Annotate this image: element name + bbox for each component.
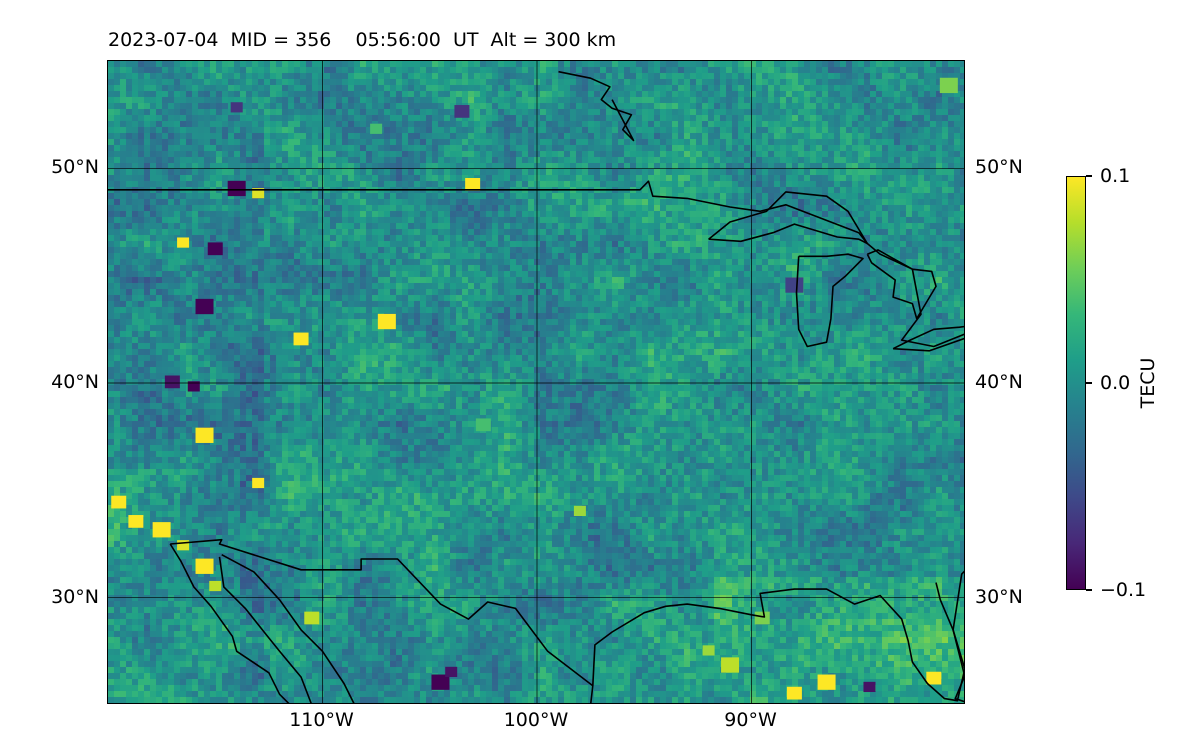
tec-anomaly-20 — [431, 674, 450, 690]
tec-anomaly-8 — [377, 313, 396, 330]
tec-anomaly-26 — [817, 674, 836, 690]
boundary-mexico-mainland — [221, 553, 355, 703]
tec-map — [108, 61, 964, 703]
tec-anomaly-25 — [786, 686, 802, 700]
tec-anomaly-23 — [939, 77, 958, 94]
tec-anomaly-27 — [863, 681, 876, 693]
gridlines — [108, 61, 964, 703]
tec-anomaly-19 — [304, 611, 320, 625]
tec-anomaly-2 — [227, 180, 246, 197]
boundary-us-mexico — [170, 538, 594, 703]
tec-anomaly-28 — [926, 671, 942, 685]
lon-label: 90°W — [724, 709, 777, 731]
boundary-lake-superior — [708, 191, 869, 245]
tec-anomaly-7 — [293, 332, 309, 346]
tec-anomaly-32 — [785, 277, 804, 293]
boundary-lake-michigan — [795, 253, 864, 348]
tec-field — [108, 61, 964, 703]
map-panel[interactable] — [107, 60, 965, 704]
lat-label-right: 30°N — [975, 585, 1023, 608]
tec-anomaly-15 — [177, 540, 190, 551]
tec-anomaly-10 — [164, 375, 180, 389]
lat-label-right: 40°N — [975, 371, 1023, 393]
colorbar-tick-mark — [1086, 589, 1092, 591]
colorbar-label: TECU — [1137, 357, 1159, 409]
colorbar-tick-mark — [1086, 175, 1092, 177]
tec-anomaly-0 — [177, 237, 190, 248]
boundary-lake-huron — [866, 249, 937, 320]
colorbar-tick-label: 0.0 — [1100, 372, 1131, 394]
tec-anomaly-14 — [152, 522, 171, 538]
boundary-lake-erie — [892, 325, 964, 352]
tec-anomaly-18 — [209, 580, 222, 592]
tec-anomaly-9 — [187, 381, 200, 392]
tec-anomaly-21 — [445, 666, 458, 677]
tec-anomaly-16 — [111, 495, 127, 509]
tec-anomaly-30 — [702, 645, 715, 656]
lat-label-left: 50°N — [51, 156, 99, 179]
lat-label-right: 50°N — [975, 156, 1023, 179]
tec-anomaly-31 — [754, 611, 770, 625]
tec-anomaly-5 — [195, 298, 214, 315]
tec-anomaly-3 — [252, 188, 265, 199]
tec-anomaly-22 — [454, 105, 470, 118]
boundary-mexico-pacific — [169, 543, 290, 703]
tec-anomaly-1 — [207, 242, 223, 256]
lat-label-left: 40°N — [51, 371, 99, 393]
tec-anomalies — [111, 77, 958, 700]
lon-label: 110°W — [289, 709, 354, 731]
colorbar-tick-mark — [1086, 382, 1092, 384]
tec-anomaly-11 — [195, 427, 214, 443]
tec-anomaly-29 — [721, 657, 740, 673]
boundary-gulf-california — [218, 556, 312, 703]
colorbar-tick-label: 0.1 — [1100, 165, 1131, 187]
coastlines-borders — [108, 70, 964, 703]
colorbar — [1066, 176, 1086, 590]
boundary-us-canada — [108, 180, 964, 348]
tec-anomaly-33 — [370, 123, 383, 134]
tec-anomaly-13 — [128, 515, 144, 528]
tec-anomaly-4 — [465, 178, 481, 191]
lat-label-left: 30°N — [51, 585, 99, 608]
boundary-atlantic — [952, 570, 964, 703]
lon-label: 100°W — [503, 709, 569, 731]
tec-anomaly-17 — [195, 558, 214, 574]
map-title: 2023-07-04 MID = 356 05:56:00 UT Alt = 3… — [108, 29, 617, 51]
tec-anomaly-12 — [252, 477, 265, 489]
tec-anomaly-6 — [230, 102, 243, 113]
colorbar-tick-label: −0.1 — [1100, 579, 1147, 601]
tec-anomaly-34 — [475, 418, 491, 432]
boundary-hudson-bay-south — [558, 70, 635, 142]
boundary-gulf-coast — [592, 582, 964, 702]
tec-anomaly-24 — [573, 505, 586, 516]
